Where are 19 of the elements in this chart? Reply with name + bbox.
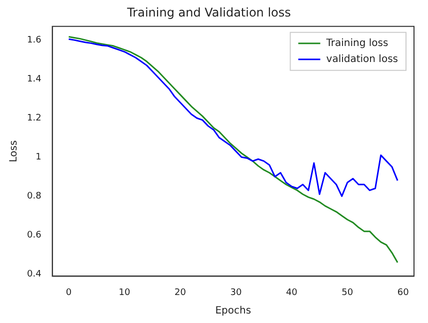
chart-title: Training and Validation loss [126,5,291,20]
x-tick-label: 20 [174,288,186,298]
y-tick-label: 0.4 [26,270,42,280]
x-tick-label: 40 [286,288,298,298]
y-tick-label: 1.4 [26,74,42,84]
y-tick-label: 1.6 [26,35,42,46]
legend-label: validation loss [326,54,398,65]
y-axis-title: Loss [8,140,20,162]
x-tick-label: 30 [230,288,242,298]
y-tick-label: 1.2 [26,113,42,124]
x-tick-label: 50 [342,288,354,298]
x-tick-label: 60 [397,288,410,298]
y-tick-label: 0.8 [26,192,42,202]
x-axis-title: Epochs [215,306,252,317]
y-tick-label: 0.6 [26,230,42,241]
y-tick-label: 1 [36,152,42,162]
x-tick-label: 0 [66,288,72,298]
x-tick-label: 10 [118,288,130,298]
legend-label: Training loss [325,38,388,49]
